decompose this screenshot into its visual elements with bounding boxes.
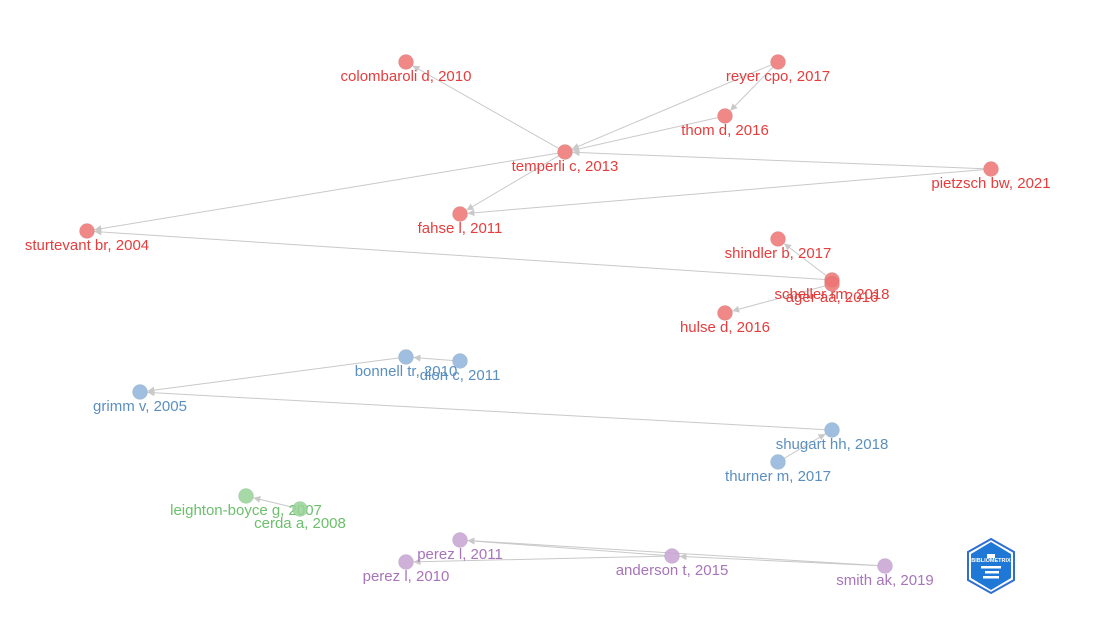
node-label: fahse l, 2011 (418, 220, 503, 237)
node-circle[interactable] (398, 54, 414, 70)
node-label: bonnell tr, 2010 (355, 363, 458, 380)
edge-dion-bonnell (413, 354, 453, 362)
node-circle[interactable] (557, 144, 573, 160)
node-circle[interactable] (983, 161, 999, 177)
edge-cerda-leighton (253, 495, 293, 508)
node-label: reyer cpo, 2017 (726, 68, 830, 85)
node-label: grimm v, 2005 (93, 398, 187, 415)
node-label: anderson t, 2015 (616, 562, 729, 579)
node-circle[interactable] (824, 276, 840, 292)
node-perez2011[interactable]: perez l, 2011 (417, 532, 503, 564)
nodes-layer: colombaroli d, 2010 reyer cpo, 2017 thom d… (25, 54, 1051, 590)
edge-reyer-temperli (571, 64, 772, 150)
edge-temperli-colombaroli (412, 65, 559, 149)
edge-temperli-fahse (466, 155, 559, 211)
node-label: perez l, 2010 (363, 568, 450, 585)
edge-pietzsch-temperli (572, 149, 984, 170)
edge-scheller-shindler (783, 243, 827, 276)
node-label: thurner m, 2017 (725, 468, 831, 485)
node-label: thom d, 2016 (681, 122, 769, 139)
node-circle[interactable] (877, 558, 893, 574)
edge-shugart-grimm (147, 389, 825, 431)
node-reyer[interactable]: reyer cpo, 2017 (726, 54, 830, 86)
node-circle[interactable] (770, 54, 786, 70)
node-pietzsch[interactable]: pietzsch bw, 2021 (931, 161, 1051, 193)
node-circle[interactable] (770, 231, 786, 247)
node-circle[interactable] (79, 223, 95, 239)
logo-text: BIBLIOMETRIX (971, 558, 1011, 564)
node-bonnell[interactable]: bonnell tr, 2010 (355, 349, 458, 381)
node-label: shindler b, 2017 (725, 245, 832, 262)
edge-scheller-sturtevant (94, 228, 825, 281)
edge-temperli-sturtevant (94, 152, 558, 233)
node-circle[interactable] (452, 353, 468, 369)
node-circle[interactable] (452, 206, 468, 222)
node-shugart[interactable]: shugart hh, 2018 (776, 422, 889, 454)
node-label: hulse d, 2016 (680, 319, 770, 336)
node-label: pietzsch bw, 2021 (931, 175, 1050, 192)
edge-thurner-shugart (784, 433, 826, 459)
node-temperli[interactable]: temperli c, 2013 (512, 144, 619, 176)
node-label: scheller rm, 2018 (774, 286, 889, 303)
edge-smith-anderson (679, 553, 878, 567)
edge-bonnell-grimm (147, 357, 399, 394)
node-fahse[interactable]: fahse l, 2011 (418, 206, 503, 238)
node-circle[interactable] (664, 548, 680, 564)
edge-thom-temperli (572, 117, 718, 153)
node-dion[interactable]: dion c, 2011 (420, 353, 501, 385)
node-circle[interactable] (452, 532, 468, 548)
node-label: dion c, 2011 (420, 367, 501, 384)
edge-ager-hulse (732, 285, 825, 313)
edges-layer (94, 64, 984, 567)
node-circle[interactable] (398, 554, 414, 570)
node-shindler[interactable]: shindler b, 2017 (725, 231, 832, 263)
edge-anderson-perez2010 (413, 555, 665, 566)
node-sturtevant[interactable]: sturtevant br, 2004 (25, 223, 149, 255)
bibliometrix-logo: BIBLIOMETRIX (967, 537, 1015, 595)
node-anderson[interactable]: anderson t, 2015 (616, 548, 729, 580)
node-circle[interactable] (770, 454, 786, 470)
node-thurner[interactable]: thurner m, 2017 (725, 454, 831, 486)
node-label: colombaroli d, 2010 (341, 68, 472, 85)
node-label: smith ak, 2019 (836, 572, 934, 589)
node-ager[interactable]: ager aa, 2016 (786, 276, 879, 307)
node-colombaroli[interactable]: colombaroli d, 2010 (341, 54, 472, 86)
node-label: shugart hh, 2018 (776, 436, 889, 453)
node-circle[interactable] (398, 349, 414, 365)
node-circle[interactable] (717, 305, 733, 321)
node-label: leighton-boyce g, 2007 (170, 502, 322, 519)
node-circle[interactable] (132, 384, 148, 400)
node-label: temperli c, 2013 (512, 158, 619, 175)
node-circle[interactable] (238, 488, 254, 504)
node-perez2010[interactable]: perez l, 2010 (363, 554, 450, 586)
node-grimm[interactable]: grimm v, 2005 (93, 384, 187, 416)
edge-anderson-perez2011 (467, 537, 665, 556)
node-label: ager aa, 2016 (786, 289, 879, 306)
node-label: sturtevant br, 2004 (25, 237, 149, 254)
node-hulse[interactable]: hulse d, 2016 (680, 305, 770, 337)
node-label: perez l, 2011 (417, 546, 503, 563)
node-thom[interactable]: thom d, 2016 (681, 108, 769, 140)
node-smith[interactable]: smith ak, 2019 (836, 558, 934, 590)
node-cerda[interactable]: cerda a, 2008 (254, 501, 346, 533)
node-circle[interactable] (717, 108, 733, 124)
node-label: cerda a, 2008 (254, 515, 346, 532)
edge-pietzsch-fahse (467, 169, 984, 217)
edge-reyer-thom (729, 67, 774, 111)
node-circle[interactable] (292, 501, 308, 517)
node-leighton[interactable]: leighton-boyce g, 2007 (170, 488, 322, 520)
node-circle[interactable] (824, 422, 840, 438)
